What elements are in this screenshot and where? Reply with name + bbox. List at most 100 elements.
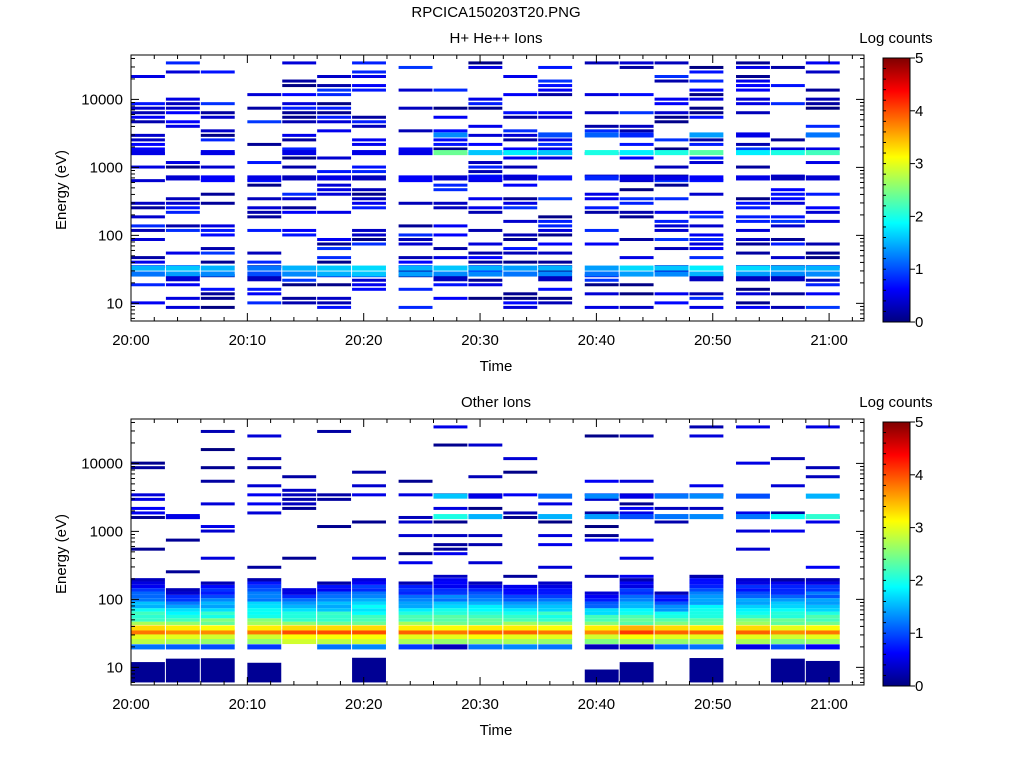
spectrogram-cell xyxy=(433,147,468,151)
spectrogram-cell xyxy=(468,296,503,300)
spectrogram-cell xyxy=(538,614,573,619)
spectrogram-cell xyxy=(689,601,724,605)
spectrogram-cell xyxy=(352,591,386,595)
spectrogram-cell xyxy=(538,224,573,228)
spectrogram-cell xyxy=(770,658,805,683)
spectrogram-cell xyxy=(165,70,200,74)
x-tick-label: 20:00 xyxy=(112,332,150,349)
spectrogram-cell xyxy=(770,242,805,246)
spectrogram-cell xyxy=(317,237,352,241)
spectrogram-cell xyxy=(398,179,433,183)
spectrogram-cell xyxy=(619,197,654,201)
spectrogram-cell xyxy=(317,170,352,174)
spectrogram-cell xyxy=(654,604,689,609)
panel-other-ions: Other Ions 20:00 20:10 20:20 20:30 20:40 20:5… xyxy=(53,394,933,739)
spectrogram-cell xyxy=(689,588,724,592)
spectrogram-cell xyxy=(200,525,235,529)
spectrogram-cell xyxy=(736,511,770,515)
spectrogram-cell xyxy=(654,601,689,605)
spectrogram-cell xyxy=(165,621,200,625)
spectrogram-cell xyxy=(352,188,386,192)
spectrogram-cell xyxy=(317,594,352,599)
spectrogram-cell xyxy=(247,511,282,515)
spectrogram-cell xyxy=(619,581,654,585)
spectrogram-cell xyxy=(433,634,468,640)
spectrogram-cell xyxy=(317,604,352,609)
spectrogram-cell xyxy=(503,574,538,578)
spectrogram-cell xyxy=(770,598,805,602)
spectrogram-cell xyxy=(317,247,352,251)
spectrogram-cell xyxy=(282,150,317,156)
spectrogram-cell xyxy=(398,65,433,69)
spectrogram-cell xyxy=(805,271,840,277)
spectrogram-cell xyxy=(200,165,235,169)
spectrogram-cell xyxy=(770,219,805,223)
spectrogram-cell xyxy=(689,192,724,196)
spectrogram-cell xyxy=(538,287,573,291)
spectrogram-cell xyxy=(805,611,840,615)
spectrogram-cell xyxy=(317,614,352,619)
spectrogram-cell xyxy=(200,111,235,115)
spectrogram-cell xyxy=(689,625,724,631)
spectrogram-cell xyxy=(503,206,538,210)
spectrogram-cell xyxy=(503,129,538,133)
spectrogram-cell xyxy=(282,591,317,595)
spectrogram-cell xyxy=(468,561,503,565)
spectrogram-cell xyxy=(317,210,352,214)
spectrogram-cell xyxy=(131,271,165,277)
spectrogram-cell xyxy=(433,584,468,589)
spectrogram-cell xyxy=(689,574,724,579)
spectrogram-cell xyxy=(503,251,538,255)
spectrogram-cell xyxy=(736,588,770,592)
spectrogram-cell xyxy=(503,260,538,264)
colorbar-gradient xyxy=(882,421,911,687)
spectrogram-cell xyxy=(619,156,654,160)
colorbar-tick-label: 4 xyxy=(915,103,923,120)
spectrogram-cell xyxy=(433,581,468,585)
spectrogram-cell xyxy=(736,142,770,146)
spectrogram-cell xyxy=(468,133,503,137)
spectrogram-cell xyxy=(433,201,468,205)
spectrogram-cell xyxy=(352,175,386,181)
spectrogram-cell xyxy=(770,175,805,181)
spectrogram-cell xyxy=(468,179,503,183)
spectrogram-cell xyxy=(282,625,317,631)
spectrogram-cell xyxy=(317,156,352,160)
spectrogram-cell xyxy=(282,120,317,124)
spectrogram-cell xyxy=(468,271,503,277)
spectrogram-cell xyxy=(689,70,724,74)
spectrogram-cell xyxy=(689,296,724,300)
spectrogram-cell xyxy=(468,251,503,255)
spectrogram-cell xyxy=(200,618,235,622)
x-axis: 20:00 20:10 20:20 20:30 20:40 20:50 21:00 xyxy=(112,419,853,713)
spectrogram-cell xyxy=(282,147,317,151)
spectrogram-cell xyxy=(689,161,724,165)
spectrogram-cell xyxy=(398,515,433,519)
spectrogram-cell xyxy=(398,598,433,602)
spectrogram-cell xyxy=(770,265,805,271)
spectrogram-cell xyxy=(538,565,573,569)
x-tick-label: 20:30 xyxy=(461,696,499,713)
spectrogram-cell xyxy=(282,497,317,501)
spectrogram-cell xyxy=(433,271,468,277)
spectrogram-cell xyxy=(770,102,805,106)
spectrogram-cell xyxy=(247,210,282,214)
spectrogram-cell xyxy=(736,147,770,151)
spectrogram-cell xyxy=(805,608,840,612)
spectrogram-cell xyxy=(654,138,689,142)
spectrogram-cell xyxy=(352,124,386,128)
spectrogram-cell xyxy=(619,502,654,506)
spectrogram-cell xyxy=(503,219,538,223)
spectrogram-cell xyxy=(584,497,619,501)
spectrogram-cell xyxy=(538,601,573,605)
spectrogram-cell xyxy=(282,61,317,65)
spectrogram-cell xyxy=(654,219,689,223)
spectrogram-cell xyxy=(805,598,840,602)
spectrogram-cell xyxy=(736,614,770,619)
spectrogram-cell xyxy=(200,614,235,619)
spectrogram-cell xyxy=(619,479,654,483)
spectrogram-cell xyxy=(805,520,840,524)
spectrogram-cell xyxy=(468,197,503,201)
spectrogram-cell xyxy=(468,621,503,625)
